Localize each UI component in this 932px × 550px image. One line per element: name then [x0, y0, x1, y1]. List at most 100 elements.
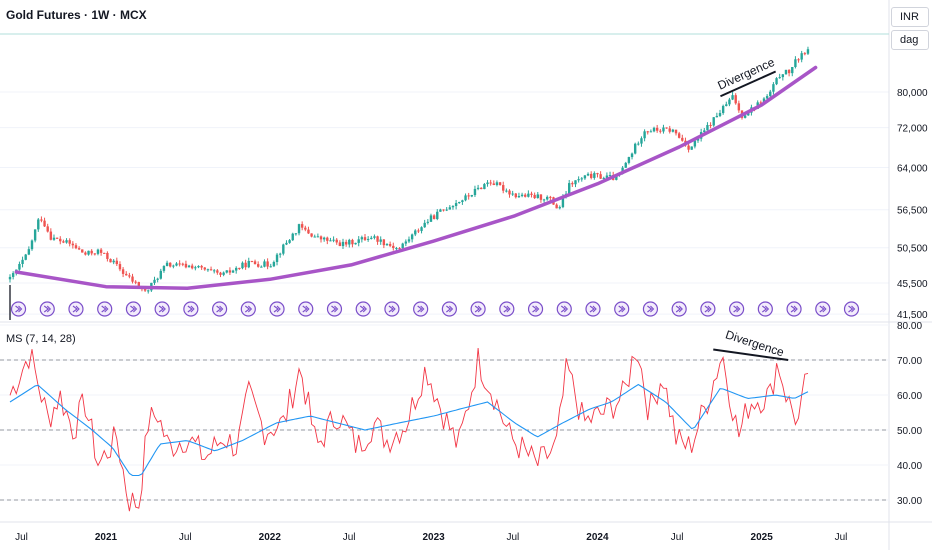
osc-tick-label: 40.00	[897, 461, 922, 472]
dividend-event-icon[interactable]	[757, 301, 773, 317]
support-curve-line	[14, 65, 818, 290]
candle-body	[655, 127, 659, 131]
candle-body	[696, 138, 700, 141]
dividend-event-icon[interactable]	[97, 301, 113, 317]
dividend-event-icon[interactable]	[211, 301, 228, 317]
candle-body	[665, 127, 668, 129]
dividend-event-icon[interactable]	[499, 301, 515, 317]
currency-button[interactable]: INR	[891, 7, 929, 27]
candle-body	[55, 237, 59, 239]
candle-body	[524, 194, 527, 197]
dividend-event-icon[interactable]	[269, 301, 285, 317]
candle-body	[266, 261, 269, 267]
dividend-event-icon[interactable]	[298, 301, 314, 317]
candle-body	[542, 199, 546, 201]
candle-body	[162, 265, 166, 271]
dividend-event-icon[interactable]	[556, 301, 572, 317]
dividend-event-icon[interactable]	[154, 301, 170, 317]
candle-body	[93, 253, 97, 255]
candle-body	[125, 273, 128, 276]
dividend-event-icon[interactable]	[10, 301, 27, 317]
candle-body	[37, 219, 40, 230]
dividend-event-icon[interactable]	[183, 301, 199, 317]
candle-body	[420, 227, 423, 231]
candle-body	[181, 263, 184, 265]
candle-body	[778, 77, 781, 79]
dividend-event-icon[interactable]	[671, 301, 687, 317]
dividend-event-icon[interactable]	[700, 301, 716, 317]
event-marker-row	[10, 301, 860, 317]
candle-body	[492, 183, 496, 185]
candle-body	[429, 215, 433, 222]
dividend-event-icon[interactable]	[39, 301, 55, 317]
candle-body	[178, 263, 181, 265]
candle-body	[546, 196, 549, 200]
dividend-event-icon[interactable]	[125, 301, 142, 317]
indicator-label: MS (7, 14, 28)	[6, 333, 76, 345]
candle-body	[96, 249, 100, 254]
dividend-event-icon-glyph	[618, 305, 626, 313]
unit-button[interactable]: dag	[891, 30, 929, 50]
candle-body	[165, 262, 169, 266]
candle-body	[272, 262, 276, 267]
candle-body	[81, 249, 84, 253]
candle-body	[589, 173, 593, 178]
dividend-event-icon[interactable]	[786, 301, 802, 317]
dividend-event-icon[interactable]	[527, 301, 544, 317]
candle-body	[24, 254, 27, 260]
dividend-event-icon[interactable]	[585, 301, 601, 317]
candle-body	[627, 157, 631, 163]
candle-body	[175, 263, 178, 266]
dividend-event-icon[interactable]	[815, 301, 831, 317]
candle-body	[640, 138, 643, 144]
dividend-event-icon[interactable]	[614, 301, 630, 317]
candle-body	[423, 222, 426, 228]
candle-body	[71, 243, 75, 246]
candle-body	[43, 220, 46, 227]
candle-body	[77, 248, 81, 250]
time-axis-label: Jul	[507, 532, 520, 543]
candle-body	[473, 188, 477, 196]
candle-body	[797, 59, 800, 61]
dividend-event-icon[interactable]	[355, 301, 371, 317]
dividend-event-icon-glyph	[302, 305, 310, 313]
candle-body	[260, 266, 263, 268]
candle-body	[285, 242, 288, 245]
chart-title: Gold Futures · 1W · MCX	[6, 8, 147, 22]
dividend-event-icon[interactable]	[326, 301, 343, 317]
price-tick-label: 56,500	[897, 206, 928, 217]
candle-body	[398, 248, 401, 250]
dividend-event-icon[interactable]	[413, 301, 429, 317]
candle-body	[219, 272, 222, 275]
candle-body	[533, 194, 536, 199]
candle-body	[480, 187, 483, 190]
candle-body	[608, 175, 612, 177]
osc-tick-label: 80.00	[897, 321, 922, 332]
candle-body	[313, 236, 316, 238]
candle-body	[571, 183, 574, 185]
candle-body	[476, 187, 480, 189]
dividend-event-icon[interactable]	[441, 301, 457, 317]
dividend-event-icon-glyph	[733, 305, 741, 313]
dividend-event-icon[interactable]	[729, 301, 745, 317]
candle-body	[404, 241, 408, 244]
dividend-event-icon[interactable]	[642, 301, 659, 317]
price-tick-label: 72,000	[897, 124, 928, 135]
price-tick-label: 50,500	[897, 244, 928, 255]
candle-body	[382, 239, 386, 246]
candle-body	[234, 267, 238, 271]
candle-body	[87, 250, 90, 255]
candle-body	[539, 194, 543, 200]
candle-body	[725, 104, 728, 106]
dividend-event-icon[interactable]	[384, 301, 400, 317]
dividend-event-icon[interactable]	[470, 301, 486, 317]
dividend-event-icon-glyph	[589, 305, 597, 313]
candle-body	[668, 128, 671, 132]
dividend-event-icon[interactable]	[68, 301, 84, 317]
candle-body	[238, 267, 241, 269]
price-tick-label: 64,000	[897, 164, 928, 175]
candle-body	[241, 262, 244, 269]
dividend-event-icon[interactable]	[240, 301, 256, 317]
dividend-event-icon[interactable]	[843, 301, 860, 317]
